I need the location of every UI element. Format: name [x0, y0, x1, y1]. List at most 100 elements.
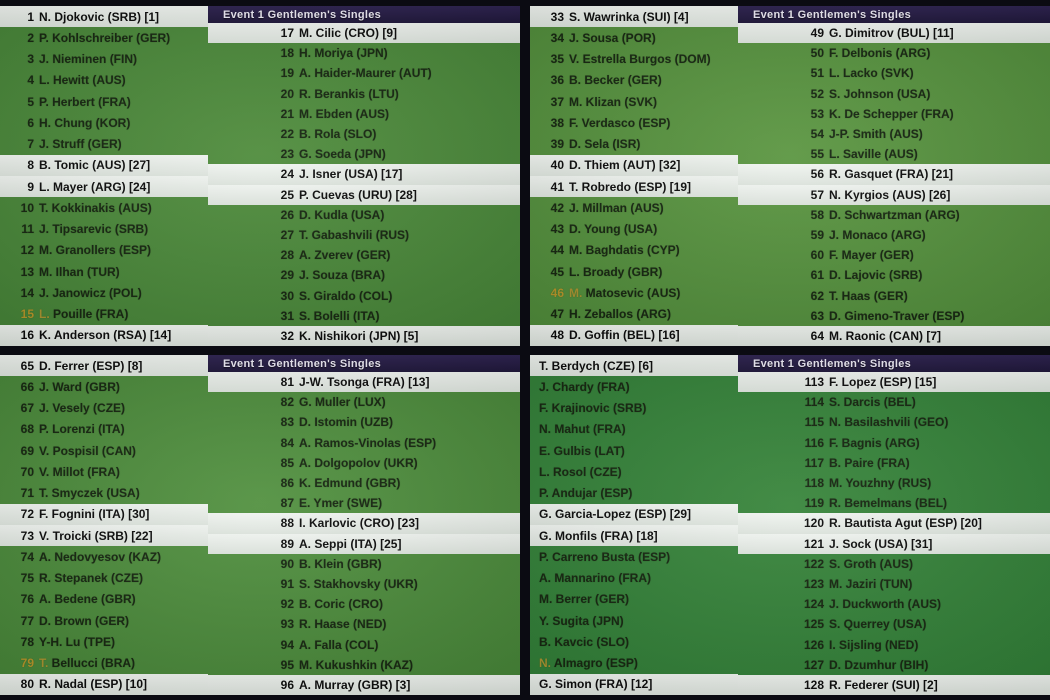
player-number: 66: [20, 379, 34, 394]
player-row: 6 H. Chung (KOR): [0, 112, 208, 133]
player-name: L. Saville (AUS): [829, 147, 918, 162]
player-number: 35: [550, 52, 564, 67]
player-name: B. Rola (SLO): [299, 127, 377, 142]
player-number: 41: [550, 179, 564, 194]
player-row-seeded: 88 I. Karlovic (CRO) [23]: [208, 513, 520, 534]
player-number: 83: [280, 415, 294, 430]
player-row: P. Andujar (ESP): [530, 483, 738, 504]
player-number: 32: [280, 328, 294, 343]
player-row: 26 D. Kudla (USA): [208, 205, 520, 225]
player-column-right: Event 1 Gentlemen's Singles 113 F. Lopez (…: [738, 355, 1050, 695]
player-number: 88: [280, 516, 294, 531]
player-row-seeded: 120 R. Bautista Agut (ESP) [20]: [738, 513, 1050, 534]
player-column-left: T. Berdych (CZE) [6] J. Chardy (FRA) F. Kr…: [530, 355, 738, 695]
player-number: 8: [27, 158, 34, 173]
player-row: B. Kavcic (SLO): [530, 631, 738, 652]
player-name: D. Gimeno-Traver (ESP): [829, 308, 965, 323]
player-row: 36 B. Becker (GER): [530, 70, 738, 91]
player-row: 11 J. Tipsarevic (SRB): [0, 219, 208, 240]
player-name: K. Edmund (GBR): [299, 476, 401, 491]
player-row: 124 J. Duckworth (AUS): [738, 594, 1050, 614]
player-column-left: 1 N. Djokovic (SRB) [1] 2 P. Kohlschreiber …: [0, 6, 208, 346]
player-name: S. Bolelli (ITA): [299, 308, 380, 323]
player-number: 84: [280, 435, 294, 450]
player-number: 31: [280, 308, 294, 323]
player-row: A. Mannarino (FRA): [530, 568, 738, 589]
player-name: L. Rosol (CZE): [539, 464, 622, 479]
player-name: B. Paire (FRA): [829, 455, 910, 470]
player-name: D. Brown (GER): [39, 613, 129, 628]
player-number: 65: [20, 358, 34, 373]
player-name: R. Bautista Agut (ESP) [20]: [829, 516, 982, 531]
player-name: M. Jaziri (TUN): [829, 576, 913, 591]
player-row-highlighted: 46 M. Matosevic (AUS): [530, 282, 738, 303]
player-name: J. Chardy (FRA): [539, 379, 630, 394]
player-number: 33: [550, 9, 564, 24]
player-number: 21: [280, 106, 294, 121]
player-column-left: 65 D. Ferrer (ESP) [8] 66 J. Ward (GBR) 67 J.…: [0, 355, 208, 695]
player-name: R. Haase (NED): [299, 617, 387, 632]
player-row: 29 J. Souza (BRA): [208, 265, 520, 285]
player-row-seeded: 49 G. Dimitrov (BUL) [11]: [738, 23, 1050, 44]
player-row: 116 F. Bagnis (ARG): [738, 433, 1050, 453]
player-name: P. Carreno Busta (ESP): [539, 549, 671, 564]
player-name: K. Anderson (RSA) [14]: [39, 328, 172, 343]
player-number: 48: [550, 328, 564, 343]
player-name: Y-H. Lu (TPE): [39, 634, 115, 649]
player-row: M. Berrer (GER): [530, 589, 738, 610]
player-row: 91 S. Stakhovsky (UKR): [208, 574, 520, 594]
player-row-seeded: G. Monfils (FRA) [18]: [530, 525, 738, 547]
player-name: T. Gabashvili (RUS): [299, 227, 410, 242]
player-row-seeded: 73 V. Troicki (SRB) [22]: [0, 525, 208, 547]
player-number: 49: [810, 26, 824, 41]
player-row: 68 P. Lorenzi (ITA): [0, 419, 208, 440]
player-name: P. Cuevas (URU) [28]: [299, 187, 417, 202]
player-name: A. Seppi (ITA) [25]: [299, 536, 402, 551]
player-name: M. Klizan (SVK): [569, 94, 658, 109]
player-name: S. Wawrinka (SUI) [4]: [569, 9, 689, 24]
player-row: 58 D. Schwartzman (ARG): [738, 205, 1050, 225]
player-number: 75: [20, 571, 34, 586]
player-row: 63 D. Gimeno-Traver (ESP): [738, 306, 1050, 326]
player-number: 58: [810, 207, 824, 222]
player-row: 10 T. Kokkinakis (AUS): [0, 197, 208, 218]
player-number: 17: [280, 26, 294, 41]
player-name: R. Nadal (ESP) [10]: [39, 677, 148, 692]
player-number: 10: [20, 200, 34, 215]
player-row-seeded: 8 B. Tomic (AUS) [27]: [0, 154, 208, 176]
player-name: A. Ramos-Vinolas (ESP): [299, 435, 437, 450]
player-name: J-W. Tsonga (FRA) [13]: [299, 375, 430, 390]
player-name: P. Herbert (FRA): [39, 94, 131, 109]
player-name: R. Berankis (LTU): [299, 86, 399, 101]
player-row: Y. Sugita (JPN): [530, 610, 738, 631]
player-name: R. Bemelmans (BEL): [829, 496, 948, 511]
player-row: 60 F. Mayer (GER): [738, 245, 1050, 265]
player-row: 52 S. Johnson (USA): [738, 84, 1050, 104]
player-row: 87 E. Ymer (SWE): [208, 493, 520, 513]
player-row: E. Gulbis (LAT): [530, 440, 738, 461]
player-number: 118: [804, 476, 824, 491]
player-name: E. Gulbis (LAT): [539, 443, 625, 458]
player-number: 52: [810, 86, 824, 101]
player-row-seeded: 25 P. Cuevas (URU) [28]: [208, 184, 520, 205]
player-name: M. Granollers (ESP): [39, 243, 152, 258]
player-row: 70 V. Millot (FRA): [0, 461, 208, 482]
player-row-seeded: 56 R. Gasquet (FRA) [21]: [738, 164, 1050, 185]
player-number: 39: [550, 137, 564, 152]
player-name: B. Kavcic (SLO): [539, 634, 630, 649]
player-number: 16: [20, 328, 34, 343]
player-name: A. Falla (COL): [299, 637, 379, 652]
player-number: 59: [810, 227, 824, 242]
player-row-seeded: 81 J-W. Tsonga (FRA) [13]: [208, 372, 520, 393]
player-name: V. Estrella Burgos (DOM): [569, 52, 711, 67]
player-number: 78: [20, 634, 34, 649]
player-row: 4 L. Hewitt (AUS): [0, 70, 208, 91]
player-row: 47 H. Zeballos (ARG): [530, 304, 738, 325]
player-number: 7: [27, 137, 34, 152]
player-row: 123 M. Jaziri (TUN): [738, 574, 1050, 594]
player-number: 25: [280, 187, 294, 202]
player-number: 9: [27, 179, 34, 194]
player-number: 1: [27, 9, 34, 24]
player-row: 85 A. Dolgopolov (UKR): [208, 453, 520, 473]
player-row-highlighted: N. Almagro (ESP): [530, 653, 738, 674]
